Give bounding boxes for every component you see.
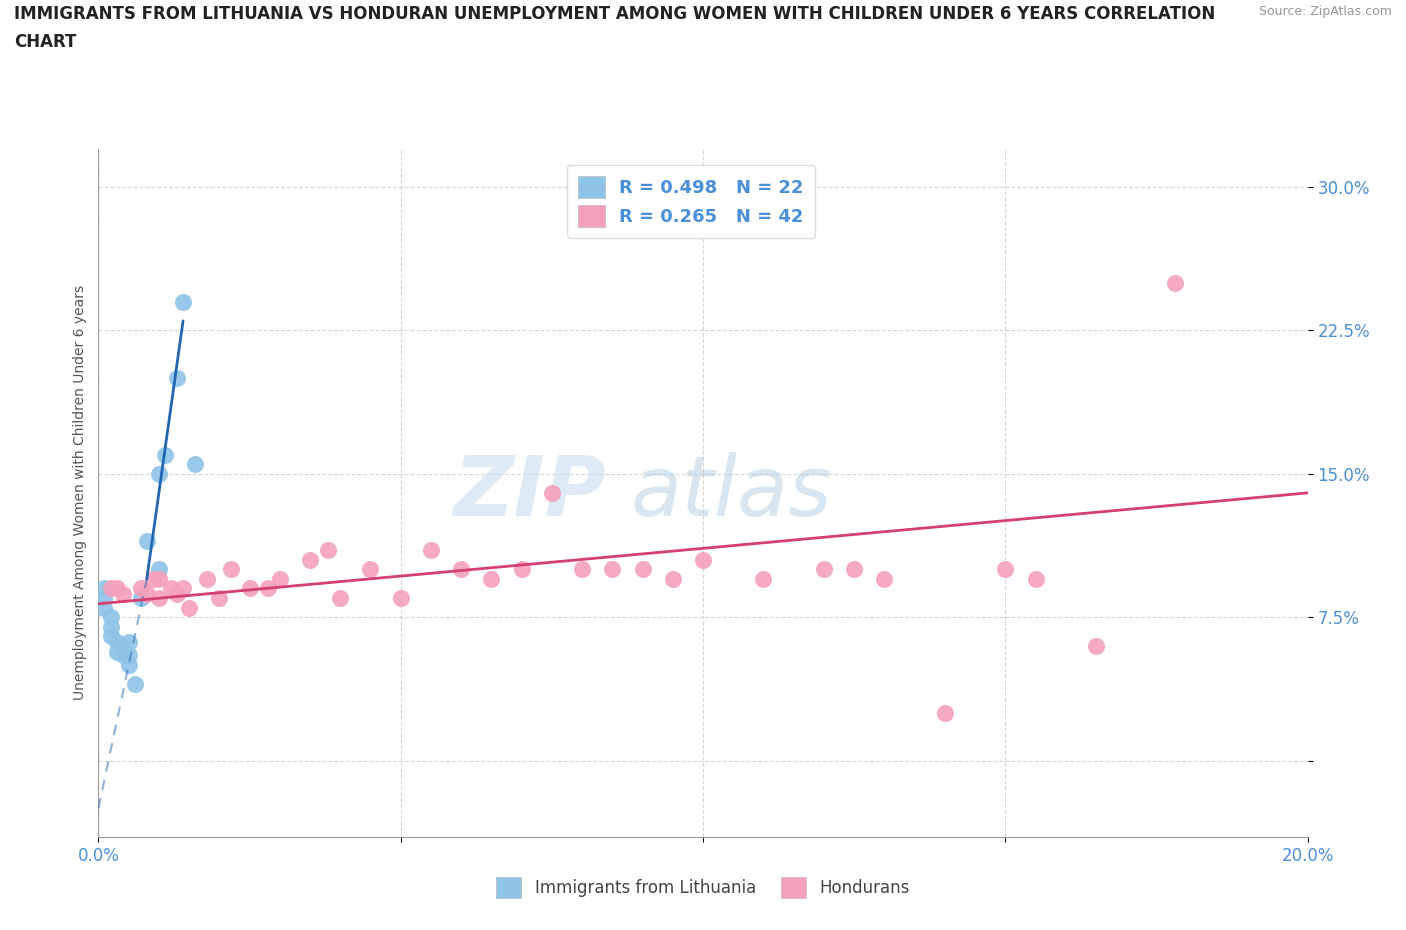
Point <box>129 591 152 605</box>
Point <box>873 571 896 587</box>
Point <box>256 581 278 596</box>
Point <box>148 571 170 587</box>
Point <box>419 543 441 558</box>
Point <box>450 562 472 577</box>
Point <box>195 571 218 587</box>
Point <box>172 294 194 309</box>
Point <box>135 587 157 602</box>
Point <box>172 581 194 596</box>
Point <box>105 634 128 649</box>
Point <box>148 591 170 605</box>
Point <box>239 581 262 596</box>
Point <box>221 562 243 577</box>
Point <box>631 562 654 577</box>
Text: Source: ZipAtlas.com: Source: ZipAtlas.com <box>1258 5 1392 18</box>
Point <box>1163 275 1185 290</box>
Point <box>118 658 141 672</box>
Point <box>142 571 165 587</box>
Point <box>602 562 624 577</box>
Y-axis label: Unemployment Among Women with Children Under 6 years: Unemployment Among Women with Children U… <box>73 286 87 700</box>
Point <box>571 562 593 577</box>
Point <box>105 581 128 596</box>
Point <box>481 571 503 587</box>
Point <box>329 591 352 605</box>
Legend: Immigrants from Lithuania, Hondurans: Immigrants from Lithuania, Hondurans <box>489 870 917 904</box>
Text: atlas: atlas <box>630 452 832 534</box>
Point <box>510 562 533 577</box>
Point <box>844 562 866 577</box>
Point <box>160 581 183 596</box>
Point <box>118 634 141 649</box>
Point <box>389 591 412 605</box>
Point <box>692 552 714 567</box>
Point <box>148 466 170 481</box>
Point <box>177 600 201 615</box>
Point <box>135 533 157 548</box>
Point <box>184 457 207 472</box>
Point <box>148 562 170 577</box>
Point <box>111 587 134 602</box>
Point <box>208 591 231 605</box>
Point <box>100 619 122 634</box>
Point <box>111 648 134 663</box>
Text: IMMIGRANTS FROM LITHUANIA VS HONDURAN UNEMPLOYMENT AMONG WOMEN WITH CHILDREN UND: IMMIGRANTS FROM LITHUANIA VS HONDURAN UN… <box>14 5 1215 22</box>
Point <box>540 485 562 500</box>
Point <box>269 571 291 587</box>
Point <box>93 600 115 615</box>
Point <box>994 562 1017 577</box>
Point <box>111 638 134 653</box>
Point <box>299 552 322 567</box>
Point <box>316 543 339 558</box>
Point <box>129 581 152 596</box>
Point <box>100 629 122 644</box>
Point <box>124 677 146 692</box>
Point <box>100 581 122 596</box>
Point <box>93 591 115 605</box>
Point <box>1085 638 1108 653</box>
Point <box>93 581 115 596</box>
Point <box>1024 571 1046 587</box>
Point <box>934 705 956 720</box>
Text: CHART: CHART <box>14 33 76 50</box>
Point <box>166 587 188 602</box>
Point <box>661 571 683 587</box>
Point <box>360 562 382 577</box>
Point <box>166 371 188 386</box>
Point <box>153 447 176 462</box>
Point <box>105 644 128 659</box>
Point <box>100 610 122 625</box>
Point <box>813 562 835 577</box>
Point <box>752 571 775 587</box>
Text: ZIP: ZIP <box>454 452 606 534</box>
Point <box>118 648 141 663</box>
